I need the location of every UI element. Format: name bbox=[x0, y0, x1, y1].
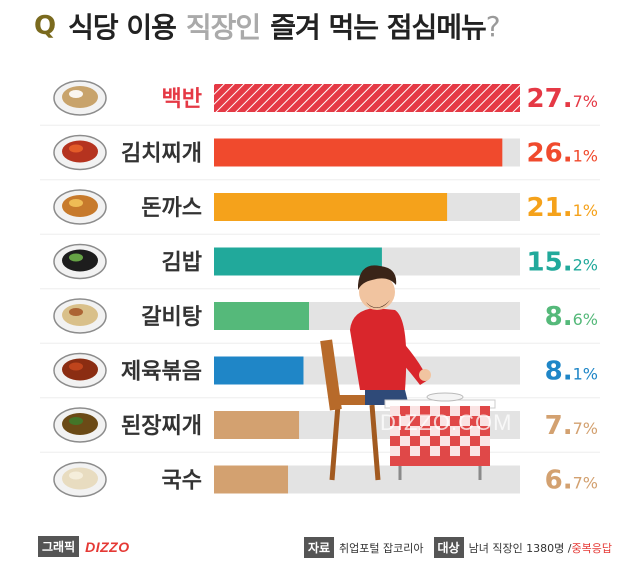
value-label: 7.7% bbox=[545, 411, 598, 441]
source-text: 취업포털 잡코리아 bbox=[339, 541, 424, 555]
bar bbox=[214, 193, 448, 221]
question-mark-label: Q bbox=[34, 11, 57, 41]
target-tag: 대상 bbox=[433, 537, 464, 558]
man-eating-illustration bbox=[320, 265, 496, 481]
category-label: 백반 bbox=[162, 87, 202, 112]
jeyuk-bokkeum-food-icon bbox=[53, 352, 107, 389]
bar bbox=[214, 411, 300, 439]
value-label: 27.7% bbox=[527, 84, 598, 114]
value-label: 26.1% bbox=[527, 139, 598, 169]
category-label: 김치찌개 bbox=[121, 142, 202, 167]
bar-chart: 백반 27.7% 김치찌개 26.1% 돈까스 21.1% 김밥 15.2% 갈비탕 8.6% 제육… bbox=[40, 80, 600, 498]
bar bbox=[214, 356, 304, 385]
category-label: 된장찌개 bbox=[121, 414, 202, 439]
title-part-4: ? bbox=[485, 9, 501, 43]
value-label: 21.1% bbox=[527, 193, 598, 223]
bar bbox=[214, 302, 310, 330]
value-label: 8.6% bbox=[545, 302, 598, 332]
category-label: 김밥 bbox=[162, 251, 202, 276]
bar bbox=[214, 465, 289, 494]
baekban-food-icon bbox=[53, 80, 107, 116]
page-title: Q 식당 이용 직장인 즐겨 먹는 점심메뉴 ? bbox=[34, 4, 501, 48]
bar bbox=[214, 138, 503, 167]
value-label: 15.2% bbox=[527, 248, 598, 278]
donkkaseu-food-icon bbox=[53, 189, 107, 225]
bar bbox=[214, 247, 382, 276]
bar bbox=[214, 84, 520, 112]
footer-source: 자료 취업포털 잡코리아 대상 남녀 직장인 1380명 / 중복응답 bbox=[303, 537, 612, 558]
watermark: DIZZO.COM bbox=[380, 410, 513, 435]
value-label: 6.7% bbox=[545, 466, 598, 496]
footer-credit: 그래픽 DIZZO bbox=[38, 536, 130, 557]
category-label: 돈까스 bbox=[141, 196, 202, 221]
kimchi-jjigae-food-icon bbox=[53, 134, 107, 171]
guksu-food-icon bbox=[53, 461, 107, 498]
title-part-2: 직장인 bbox=[185, 11, 261, 44]
category-label: 갈비탕 bbox=[141, 305, 202, 330]
target-text: 남녀 직장인 1380명 / bbox=[468, 541, 572, 555]
title-part-1: 식당 이용 bbox=[68, 11, 177, 44]
title-part-3: 즐겨 먹는 점심메뉴 bbox=[270, 11, 487, 44]
doenjang-jjigae-food-icon bbox=[53, 407, 107, 443]
target-note: 중복응답 bbox=[571, 541, 612, 555]
dizzo-logo: DIZZO bbox=[85, 538, 130, 555]
graphic-badge: 그래픽 bbox=[38, 536, 80, 557]
gimbap-food-icon bbox=[53, 243, 107, 280]
value-label: 8.1% bbox=[545, 357, 598, 387]
galbitang-food-icon bbox=[53, 298, 107, 334]
category-label: 제육볶음 bbox=[121, 360, 202, 385]
source-tag: 자료 bbox=[303, 537, 335, 558]
category-label: 국수 bbox=[162, 469, 202, 494]
